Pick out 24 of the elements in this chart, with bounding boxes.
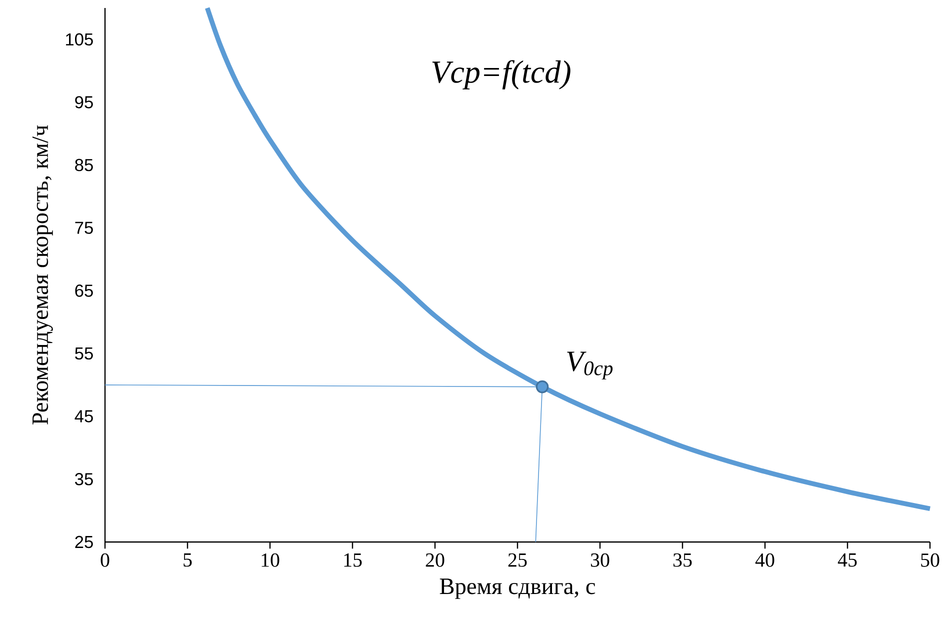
y-tick-label: 65 [75, 284, 93, 297]
y-tick-label: 75 [75, 222, 93, 234]
x-tick-label: 20 [426, 553, 444, 567]
x-tick-label: 40 [755, 553, 774, 567]
y-tick-label: 35 [75, 473, 93, 486]
x-tick-label: 45 [838, 553, 857, 567]
y-tick-label: 25 [75, 536, 93, 548]
x-tick-label: 15 [344, 553, 362, 567]
x-axis-title: Время сдвига, с [440, 578, 596, 599]
x-tick-label: 0 [100, 553, 110, 567]
y-tick-label: 45 [74, 410, 93, 422]
x-tick-label: 5 [184, 553, 192, 567]
x-tick-label: 35 [673, 553, 692, 567]
x-tick-label: 50 [921, 553, 940, 567]
y-tick-label: 105 [66, 33, 93, 46]
annotation: V$_{0cp}$ [567, 352, 613, 380]
x-tick-label: 30 [590, 553, 610, 567]
text: Vcp=f(tcd) [432, 60, 570, 90]
y-tick-label: 95 [75, 96, 93, 108]
x-tick-label: 25 [508, 553, 527, 567]
y-tick-label: 85 [75, 158, 93, 172]
y-tick-label: 55 [75, 347, 93, 360]
y-axis-title: Рекомендуемая скорость, км/ч [32, 125, 53, 425]
x-tick-label: 10 [262, 553, 280, 567]
